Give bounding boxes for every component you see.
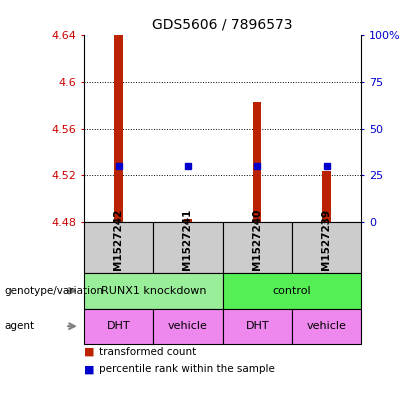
- Bar: [84, 273, 223, 309]
- Bar: [115, 29, 123, 222]
- Text: GSM1527240: GSM1527240: [252, 209, 262, 286]
- Bar: [84, 222, 153, 273]
- Text: DHT: DHT: [245, 321, 269, 331]
- Bar: [184, 219, 192, 222]
- Bar: [292, 309, 361, 344]
- Text: GSM1527242: GSM1527242: [114, 209, 123, 286]
- Bar: [253, 102, 261, 222]
- Text: ■: ■: [84, 347, 94, 357]
- Text: agent: agent: [4, 321, 34, 331]
- Title: GDS5606 / 7896573: GDS5606 / 7896573: [152, 17, 293, 31]
- Bar: [153, 222, 223, 273]
- Text: vehicle: vehicle: [168, 321, 208, 331]
- Bar: [323, 171, 331, 222]
- Text: control: control: [273, 286, 311, 296]
- Text: genotype/variation: genotype/variation: [4, 286, 103, 296]
- Text: GSM1527239: GSM1527239: [322, 209, 331, 286]
- Text: DHT: DHT: [107, 321, 131, 331]
- Text: GSM1527241: GSM1527241: [183, 209, 193, 286]
- Bar: [153, 309, 223, 344]
- Bar: [292, 222, 361, 273]
- Bar: [84, 309, 153, 344]
- Text: percentile rank within the sample: percentile rank within the sample: [99, 364, 275, 375]
- Bar: [223, 273, 361, 309]
- Text: transformed count: transformed count: [99, 347, 196, 357]
- Text: vehicle: vehicle: [307, 321, 346, 331]
- Bar: [223, 309, 292, 344]
- Text: ■: ■: [84, 364, 94, 375]
- Bar: [223, 222, 292, 273]
- Text: RUNX1 knockdown: RUNX1 knockdown: [100, 286, 206, 296]
